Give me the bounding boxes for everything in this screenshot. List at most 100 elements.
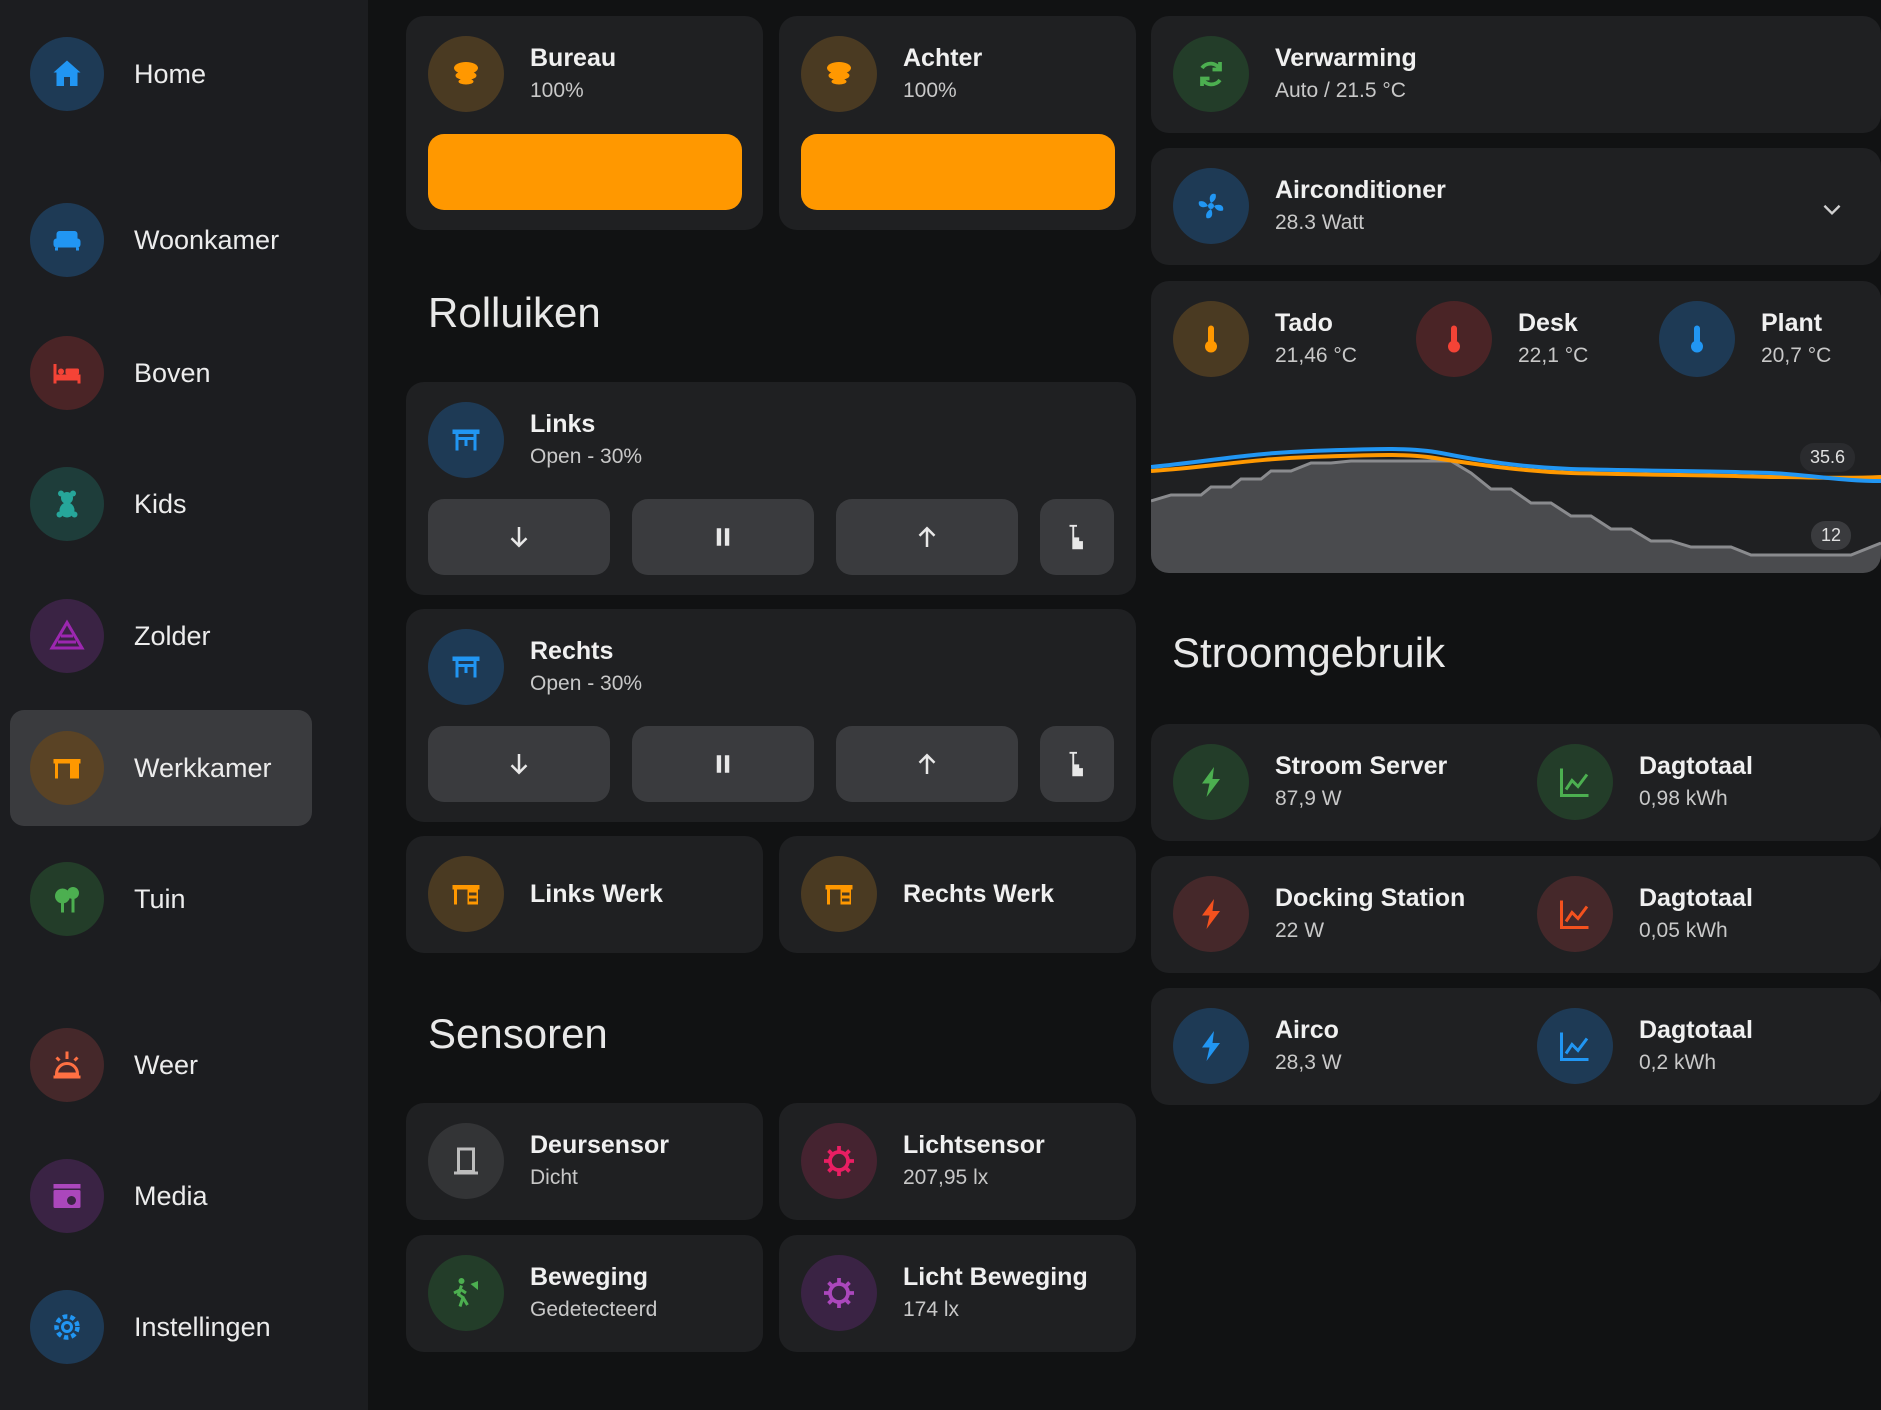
sidebar-item-label: Media [134,1180,208,1211]
sensor-name: Beweging [530,1263,649,1291]
desk-card-rechts-werk[interactable]: Rechts Werk [779,836,1136,953]
desk-name: Rechts Werk [903,880,1054,908]
sidebar-item-label: Instellingen [134,1311,271,1342]
cover-position-button[interactable] [1040,726,1114,802]
sidebar-item-label: Kids [134,488,187,519]
power-card-airco[interactable]: Airco 28,3 W Dagtotaal 0,2 kWh [1151,988,1881,1105]
media-icon [30,1159,104,1233]
sensor-card-licht-beweging[interactable]: Licht Beweging 174 lx [779,1235,1136,1352]
sidebar: Home Woonkamer Boven Kids Zolder Werkkam… [0,0,368,1410]
power-card-stroom-server[interactable]: Stroom Server 87,9 W Dagtotaal 0,98 kWh [1151,724,1881,841]
cover-down-button[interactable] [428,499,610,575]
climate-state: Auto / 21.5 °C [1275,79,1406,102]
graph-line-plant [1151,447,1881,483]
temp-value: 22,1 °C [1518,344,1589,367]
light-state: 100% [903,79,957,102]
temperature-graph-card[interactable]: Tado 21,46 °C Desk 22,1 °C Plant 20,7 °C… [1151,281,1881,573]
power-name: Stroom Server [1275,752,1448,780]
desk-name: Links Werk [530,880,663,908]
desk-card-links-werk[interactable]: Links Werk [406,836,763,953]
settings-icon [30,1290,104,1364]
graph-line-gray [1151,459,1881,557]
sidebar-item-instellingen[interactable]: Instellingen [10,1269,312,1385]
home-icon [30,37,104,111]
temperature-graph [1151,447,1881,573]
sensor-state: 207,95 lx [903,1166,989,1189]
sensor-state: Gedetecteerd [530,1298,658,1321]
daily-total[interactable]: Dagtotaal 0,98 kWh [1537,744,1753,820]
light-card-achter[interactable]: Achter 100% [779,16,1136,230]
bed-icon [30,336,104,410]
chart-line-icon [1537,876,1613,952]
sidebar-item-woonkamer[interactable]: Woonkamer [10,182,312,298]
temp-item-tado: Tado 21,46 °C [1173,301,1357,377]
attic-icon [30,599,104,673]
brightness-slider[interactable] [801,134,1115,210]
cover-stop-button[interactable] [632,726,814,802]
window-shutter-icon [428,629,504,705]
cover-name: Rechts [530,637,614,665]
thermometer-icon [1416,301,1492,377]
sensor-state: Dicht [530,1166,578,1189]
arrow-up-icon [918,753,936,774]
sidebar-item-label: Weer [134,1049,199,1080]
daily-total[interactable]: Dagtotaal 0,05 kWh [1537,876,1753,952]
arrow-up-icon [918,526,936,547]
cover-state: Open - 30% [530,672,643,695]
cover-up-button[interactable] [836,726,1018,802]
daily-total-label: Dagtotaal [1639,884,1753,912]
lamp-icon [801,36,877,112]
cover-card-rechts[interactable]: Rechts Open - 30% [406,609,1136,822]
sidebar-item-weer[interactable]: Weer [10,1007,312,1123]
section-title-stroomgebruik: Stroomgebruik [1172,629,1446,676]
light-name: Achter [903,44,983,72]
power-name: Docking Station [1275,884,1466,912]
daily-total-label: Dagtotaal [1639,1016,1753,1044]
temp-value: 21,46 °C [1275,344,1357,367]
sensor-card-beweging[interactable]: Beweging Gedetecteerd [406,1235,763,1352]
sidebar-item-werkkamer[interactable]: Werkkamer [10,710,312,826]
daily-total[interactable]: Dagtotaal 0,2 kWh [1537,1008,1753,1084]
thermometer-icon [1173,301,1249,377]
sensor-card-lichtsensor[interactable]: Lichtsensor 207,95 lx [779,1103,1136,1220]
sensor-card-deursensor[interactable]: Deursensor Dicht [406,1103,763,1220]
climate-state: 28.3 Watt [1275,211,1365,234]
power-card-docking-station[interactable]: Docking Station 22 W Dagtotaal 0,05 kWh [1151,856,1881,973]
sidebar-item-media[interactable]: Media [10,1138,312,1254]
temp-value: 20,7 °C [1761,344,1832,367]
motion-sensor-icon [428,1255,504,1331]
cover-down-button[interactable] [428,726,610,802]
cover-stop-button[interactable] [632,499,814,575]
power-value: 22 W [1275,919,1325,942]
daily-total-label: Dagtotaal [1639,752,1753,780]
cover-card-links[interactable]: Links Open - 30% [406,382,1136,595]
sidebar-item-label: Zolder [134,620,211,651]
cover-position-button[interactable] [1040,499,1114,575]
light-card-bureau[interactable]: Bureau 100% [406,16,763,230]
lightning-icon [1173,876,1249,952]
temp-item-desk: Desk 22,1 °C [1416,301,1588,377]
temp-name: Plant [1761,309,1823,337]
climate-card-verwarming[interactable]: Verwarming Auto / 21.5 °C [1151,16,1881,133]
section-title-rolluiken: Rolluiken [428,289,601,336]
power-value: 87,9 W [1275,787,1342,810]
sidebar-item-tuin[interactable]: Tuin [10,841,312,957]
sidebar-item-zolder[interactable]: Zolder [10,578,312,694]
brightness-slider[interactable] [428,134,742,210]
brightness-icon [801,1255,877,1331]
chevron-down-icon[interactable] [1819,196,1845,222]
sidebar-item-kids[interactable]: Kids [10,446,312,562]
sidebar-item-home[interactable]: Home [10,16,312,132]
power-value: 28,3 W [1275,1051,1342,1074]
cover-up-button[interactable] [836,499,1018,575]
pause-icon [716,755,730,773]
climate-name: Verwarming [1275,44,1417,72]
climate-card-airconditioner[interactable]: Airconditioner 28.3 Watt [1151,148,1881,265]
sensor-name: Deursensor [530,1131,669,1159]
graph-max-label: 35.6 [1799,443,1855,472]
brightness-icon [801,1123,877,1199]
sidebar-item-boven[interactable]: Boven [10,315,312,431]
pause-icon [716,528,730,546]
temp-name: Tado [1275,309,1333,337]
temp-name: Desk [1518,309,1578,337]
